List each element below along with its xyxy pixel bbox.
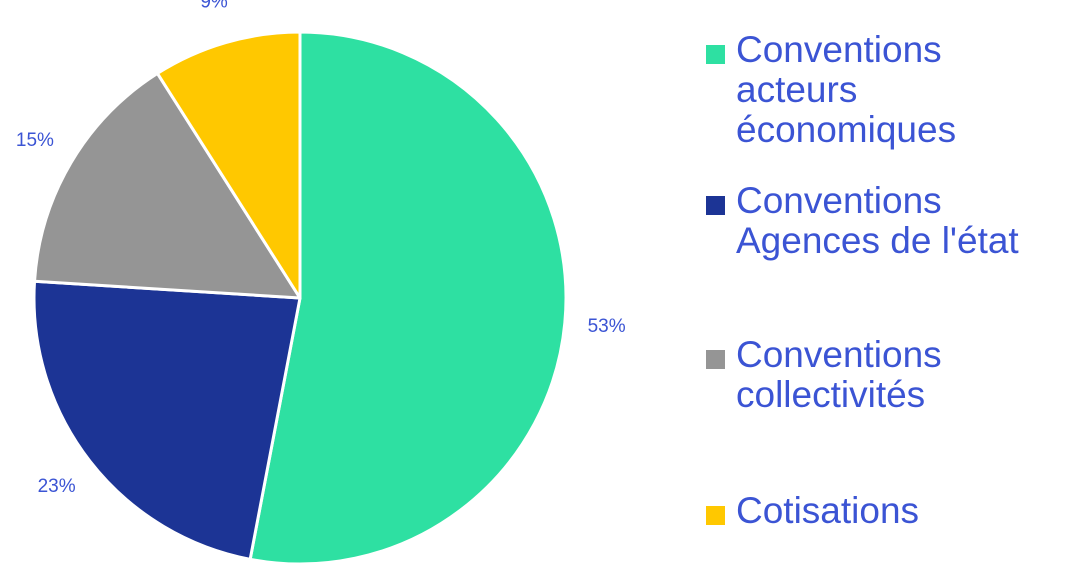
data-label-agences-etat: 23% bbox=[38, 476, 76, 497]
data-label-cotisations: 9% bbox=[200, 0, 228, 12]
pie-slices bbox=[32, 30, 568, 566]
pie-data-labels: 53% 23% 15% 9% bbox=[16, 0, 626, 497]
pie-slice-agences-etat bbox=[32, 279, 302, 561]
pie-slice-collectivites bbox=[33, 71, 302, 300]
pie-slice-cotisations bbox=[155, 30, 302, 300]
data-label-acteurs-economiques: 53% bbox=[588, 316, 626, 337]
pie-slice-acteurs-economiques bbox=[248, 30, 568, 566]
data-label-collectivites: 15% bbox=[16, 130, 54, 151]
